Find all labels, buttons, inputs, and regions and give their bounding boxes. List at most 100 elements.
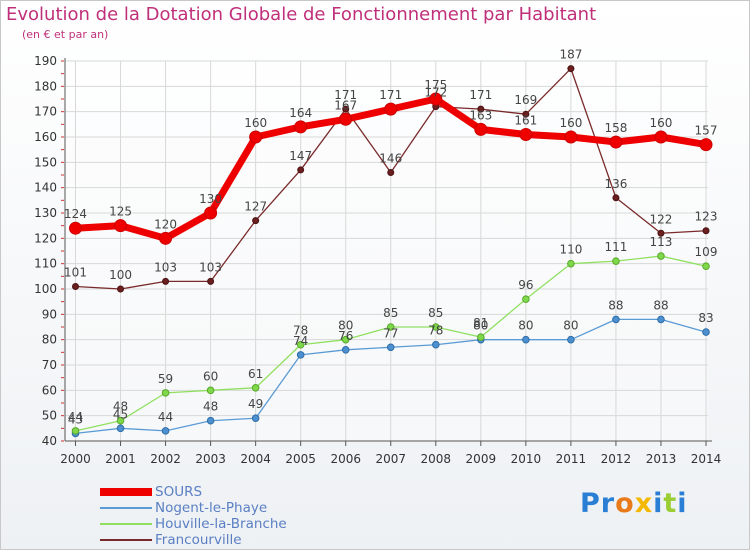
data-point [386, 323, 395, 331]
logo-letter: P [580, 488, 601, 519]
data-label: 171 [334, 88, 357, 102]
data-label: 147 [289, 149, 312, 163]
proxiti-logo: Proxiti [580, 488, 688, 519]
data-label: 175 [424, 78, 447, 92]
data-label: 109 [695, 245, 718, 259]
data-label: 103 [154, 260, 177, 274]
y-tick-label: 180 [34, 79, 57, 93]
data-point [612, 257, 620, 265]
data-point [519, 127, 533, 141]
data-point [431, 340, 440, 349]
data-label: 96 [518, 278, 533, 292]
data-label: 45 [113, 407, 128, 421]
data-point [114, 219, 128, 233]
data-label: 80 [518, 319, 533, 333]
x-tick-label: 2012 [601, 452, 632, 466]
data-label: 136 [604, 177, 627, 191]
x-tick-label: 2001 [105, 452, 136, 466]
data-label: 111 [604, 240, 627, 254]
data-label: 127 [244, 200, 267, 214]
data-label: 158 [604, 121, 627, 135]
y-tick-label: 160 [34, 130, 57, 144]
data-point [297, 166, 305, 174]
data-point [116, 416, 125, 425]
legend-label: Nogent-le-Phaye [155, 500, 268, 516]
logo-letter: x [634, 488, 654, 519]
data-point [474, 122, 488, 136]
data-point [387, 168, 395, 176]
data-point [207, 277, 215, 285]
data-point [702, 262, 710, 271]
data-point [117, 285, 125, 293]
data-point [612, 194, 620, 202]
y-tick-label: 120 [34, 231, 57, 245]
y-tick-label: 110 [34, 257, 57, 271]
y-tick-label: 100 [34, 282, 57, 296]
data-point [564, 130, 578, 144]
x-tick-label: 2000 [60, 452, 91, 466]
data-point [294, 120, 308, 134]
legend-label: Francourville [155, 532, 242, 548]
data-label: 48 [203, 400, 218, 414]
legend-swatch [100, 539, 152, 541]
data-label: 120 [154, 217, 177, 231]
x-tick-label: 2002 [150, 452, 181, 466]
data-label: 49 [248, 397, 263, 411]
data-label: 160 [559, 116, 582, 130]
data-label: 160 [244, 116, 267, 130]
data-point [477, 105, 485, 113]
data-point [522, 335, 530, 344]
data-point [251, 414, 260, 423]
data-label: 160 [650, 116, 673, 130]
data-point [206, 386, 215, 395]
data-point [702, 328, 710, 336]
x-tick-label: 2007 [375, 452, 406, 466]
logo-letter: i [677, 488, 688, 519]
legend-label: Houville-la-Branche [155, 516, 287, 532]
chart-subtitle: (en € et par an) [22, 28, 109, 41]
data-label: 59 [158, 372, 173, 386]
data-point [204, 206, 218, 220]
data-label: 78 [428, 324, 443, 338]
x-tick-label: 2011 [556, 452, 587, 466]
y-tick-label: 70 [42, 358, 57, 372]
data-point [654, 130, 668, 144]
data-point [657, 315, 665, 324]
legend-label: SOURS [155, 484, 203, 500]
data-label: 146 [379, 151, 402, 165]
data-point [69, 221, 82, 235]
data-point [296, 351, 305, 359]
data-point [429, 92, 443, 106]
data-point [71, 427, 80, 435]
logo-letter: r [600, 488, 616, 519]
data-point [252, 217, 260, 225]
y-tick-label: 130 [34, 206, 57, 220]
data-point [522, 295, 530, 303]
data-point [251, 384, 260, 392]
data-label: 101 [64, 265, 87, 279]
data-label: 167 [334, 98, 357, 112]
legend-swatch [100, 523, 152, 525]
logo-letter: o [615, 488, 635, 519]
data-point [341, 346, 350, 354]
data-point [384, 102, 398, 116]
data-label: 187 [559, 48, 582, 62]
data-label: 130 [199, 192, 222, 206]
data-point [522, 110, 530, 118]
data-label: 122 [650, 212, 673, 226]
data-label: 80 [473, 319, 488, 333]
logo-letter: i [653, 488, 664, 519]
data-label: 60 [203, 369, 218, 383]
data-point [699, 138, 713, 152]
data-label: 61 [248, 367, 263, 381]
data-label: 76 [338, 329, 353, 343]
data-label: 80 [563, 319, 578, 333]
data-point [386, 343, 395, 352]
data-label: 78 [293, 324, 308, 338]
data-label: 77 [383, 326, 398, 340]
y-tick-label: 90 [42, 307, 57, 321]
x-tick-label: 2008 [421, 452, 452, 466]
data-label: 103 [199, 260, 222, 274]
data-point [567, 335, 575, 344]
